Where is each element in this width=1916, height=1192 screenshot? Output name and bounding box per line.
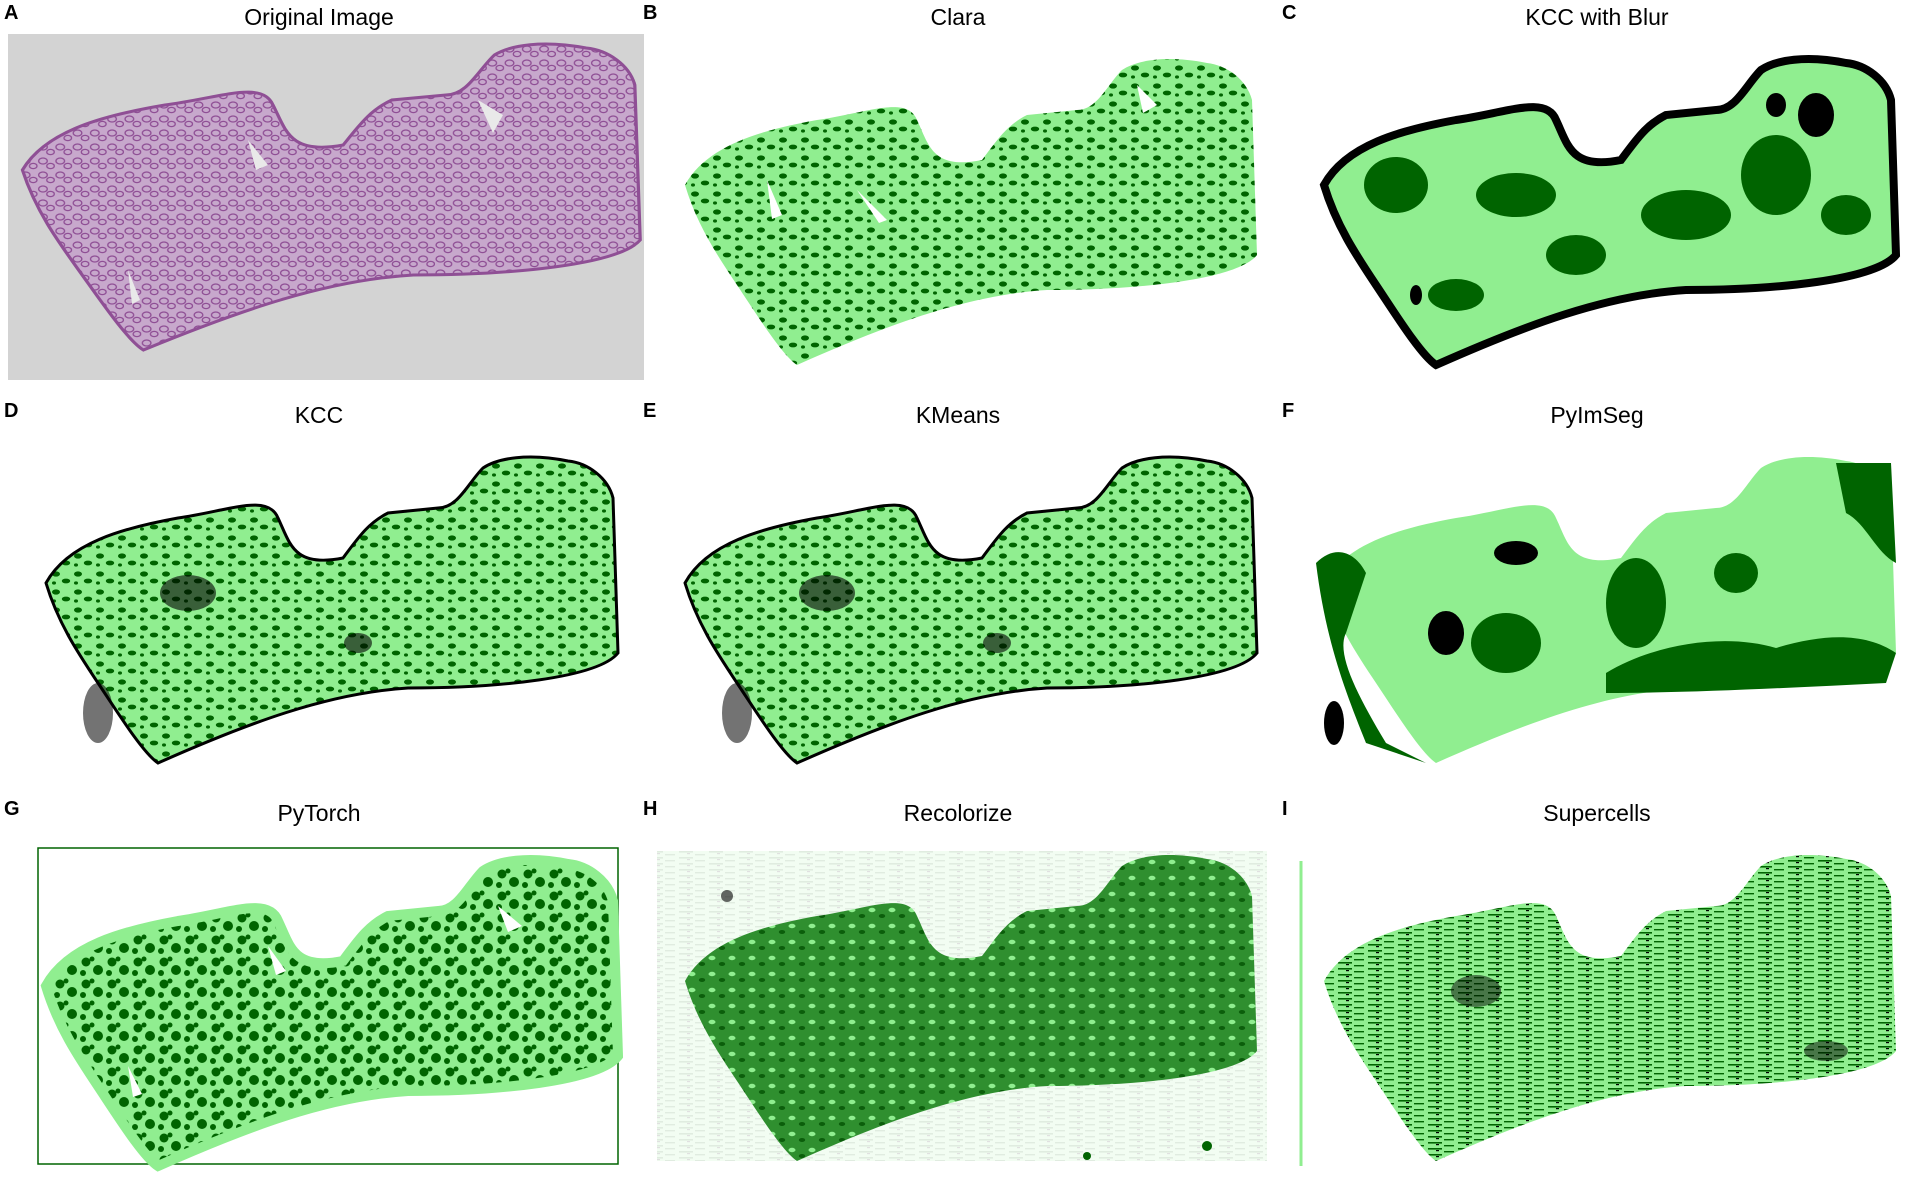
- panel-d: D KCC: [0, 398, 638, 794]
- panel-title: PyTorch: [277, 800, 361, 826]
- segmentation-pytorch: [8, 826, 644, 1186]
- segmentation-kcc: [8, 428, 644, 788]
- panel-b: B Clara: [639, 0, 1277, 396]
- segmentation-pyimseg: [1286, 428, 1916, 788]
- panel-g: G PyTorch: [0, 796, 638, 1192]
- panel-i: I Supercells: [1278, 796, 1916, 1192]
- segmentation-kcc-with-blur: [1286, 30, 1916, 390]
- panel-letter: A: [4, 2, 19, 24]
- panel-letter: I: [1282, 798, 1288, 820]
- panel-title: Recolorize: [903, 800, 1013, 826]
- panel-title: Original Image: [244, 4, 394, 30]
- panel-title: KMeans: [915, 402, 1001, 428]
- panel-letter: D: [4, 400, 19, 422]
- panel-letter: G: [4, 798, 20, 820]
- panel-a: A Original Image: [0, 0, 644, 396]
- panel-e: E KMeans: [639, 398, 1277, 794]
- panel-letter: E: [643, 400, 657, 422]
- original-image: [8, 30, 644, 390]
- segmentation-clara: [647, 30, 1283, 390]
- panel-h: H Recolorize: [639, 796, 1277, 1192]
- panel-c: C KCC with Blur: [1278, 0, 1916, 396]
- panel-f: F PyImSeg: [1278, 398, 1916, 794]
- panel-title: KCC with Blur: [1525, 4, 1669, 30]
- panel-letter: C: [1282, 2, 1297, 24]
- panel-letter: H: [643, 798, 658, 820]
- segmentation-supercells: [1286, 826, 1916, 1186]
- segmentation-kmeans: [647, 428, 1283, 788]
- panel-letter: F: [1282, 400, 1295, 422]
- segmentation-recolorize: [647, 826, 1283, 1186]
- panel-title: Supercells: [1543, 800, 1651, 826]
- panel-title: Clara: [930, 4, 986, 30]
- panel-letter: B: [643, 2, 658, 24]
- panel-title: KCC: [294, 402, 344, 428]
- panel-title: PyImSeg: [1550, 402, 1644, 428]
